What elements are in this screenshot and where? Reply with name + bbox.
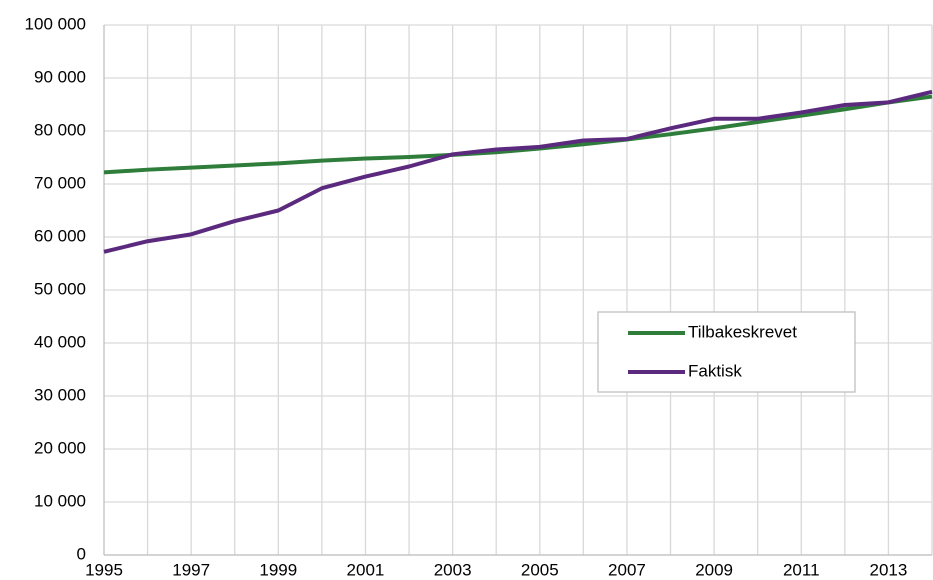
y-tick-label: 100 000 (25, 14, 86, 33)
y-tick-label: 70 000 (34, 173, 86, 192)
y-tick-label: 50 000 (34, 279, 86, 298)
x-tick-label: 2003 (434, 560, 472, 579)
x-tick-label: 2013 (870, 560, 908, 579)
legend-label: Faktisk (688, 361, 742, 380)
line-series (103, 89, 933, 254)
x-tick-label: 2001 (347, 560, 385, 579)
x-tick-label: 2005 (521, 560, 559, 579)
x-tick-label: 1997 (172, 560, 210, 579)
y-tick-label: 0 (77, 544, 86, 563)
y-tick-label: 20 000 (34, 438, 86, 457)
line-series (103, 94, 933, 175)
y-tick-label: 90 000 (34, 67, 86, 86)
y-tick-label: 40 000 (34, 332, 86, 351)
x-tick-label: 1999 (259, 560, 297, 579)
x-tick-label: 2007 (608, 560, 646, 579)
legend-label: Tilbakeskrevet (688, 322, 797, 341)
legend-box (597, 311, 856, 393)
y-tick-label: 80 000 (34, 120, 86, 139)
y-tick-label: 10 000 (34, 491, 86, 510)
legend: Tilbakeskrevet Faktisk (597, 311, 856, 393)
x-tick-label: 2011 (783, 560, 820, 579)
x-tick-label: 2009 (695, 560, 733, 579)
x-tick-label: 1995 (85, 560, 123, 579)
y-tick-label: 60 000 (34, 226, 86, 245)
y-tick-label: 30 000 (34, 385, 86, 404)
